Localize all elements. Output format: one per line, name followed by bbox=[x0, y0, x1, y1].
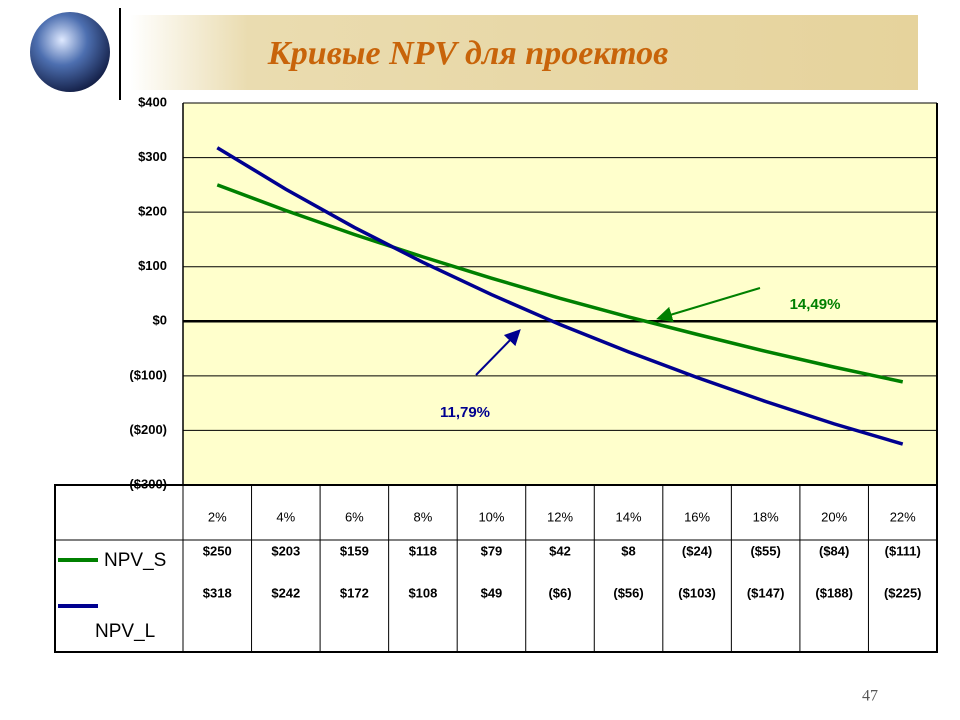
table-cell: $42 bbox=[549, 543, 571, 558]
table-cell: $108 bbox=[408, 585, 437, 600]
table-header: 4% bbox=[276, 509, 295, 524]
table-cell: ($147) bbox=[747, 585, 785, 600]
table-cell: ($24) bbox=[682, 543, 712, 558]
table-cell: ($225) bbox=[884, 585, 922, 600]
table-cell: ($6) bbox=[548, 585, 571, 600]
table-header: 16% bbox=[684, 509, 710, 524]
y-tick-label: $200 bbox=[138, 204, 167, 219]
legend-label: NPV_S bbox=[104, 550, 166, 571]
table-header: 10% bbox=[478, 509, 504, 524]
y-tick-label: $300 bbox=[138, 149, 167, 164]
table-header: 18% bbox=[753, 509, 779, 524]
y-tick-label: $400 bbox=[138, 94, 167, 109]
y-tick-label: ($300) bbox=[129, 476, 167, 491]
table-header: 6% bbox=[345, 509, 364, 524]
table-cell: $118 bbox=[409, 543, 437, 558]
table-cell: $8 bbox=[621, 543, 635, 558]
table-cell: $242 bbox=[271, 585, 300, 600]
page-number: 47 bbox=[862, 688, 878, 705]
data-table bbox=[54, 484, 938, 653]
table-cell: ($111) bbox=[885, 543, 921, 558]
y-tick-label: ($100) bbox=[129, 367, 167, 382]
table-header: 8% bbox=[414, 509, 433, 524]
annotation: 14,49% bbox=[790, 296, 841, 313]
table-cells: 2% 4% 6% 8% 10% 12% 14% 16% 18% 20% 22% $250 $203 $15… bbox=[55, 485, 938, 652]
table-header: 12% bbox=[547, 509, 573, 524]
table-cell: ($103) bbox=[678, 585, 716, 600]
slide-title: Кривые NPV для проектов bbox=[267, 35, 669, 72]
y-tick-label: $0 bbox=[153, 313, 167, 328]
table-cell: $79 bbox=[481, 543, 503, 558]
series-line bbox=[216, 183, 904, 384]
table-cell: ($84) bbox=[819, 543, 849, 558]
header-banner bbox=[130, 15, 918, 90]
globe-icon bbox=[30, 12, 110, 92]
table-header: 20% bbox=[821, 509, 847, 524]
series-lines bbox=[216, 146, 904, 446]
legend-label: NPV_L bbox=[95, 621, 155, 642]
table-cell: $318 bbox=[203, 585, 232, 600]
annotation: 11,79% bbox=[440, 404, 490, 421]
y-tick-label: ($200) bbox=[129, 422, 167, 437]
plot-area bbox=[183, 103, 937, 485]
table-header: 22% bbox=[890, 509, 916, 524]
table-cell: $250 bbox=[203, 543, 232, 558]
annotation-arrow bbox=[475, 329, 521, 376]
annotation-arrow bbox=[656, 287, 761, 323]
table-cell: ($188) bbox=[815, 585, 853, 600]
table-cell: $159 bbox=[340, 543, 369, 558]
table-cell: ($56) bbox=[613, 585, 643, 600]
y-tick-label: $100 bbox=[138, 258, 167, 273]
table-header: 2% bbox=[208, 509, 227, 524]
table-cell: ($55) bbox=[750, 543, 780, 558]
series-line bbox=[216, 146, 904, 446]
table-cell: $49 bbox=[481, 585, 503, 600]
table-header: 14% bbox=[616, 509, 642, 524]
table-cell: $203 bbox=[271, 543, 300, 558]
table-cell: $172 bbox=[340, 585, 369, 600]
